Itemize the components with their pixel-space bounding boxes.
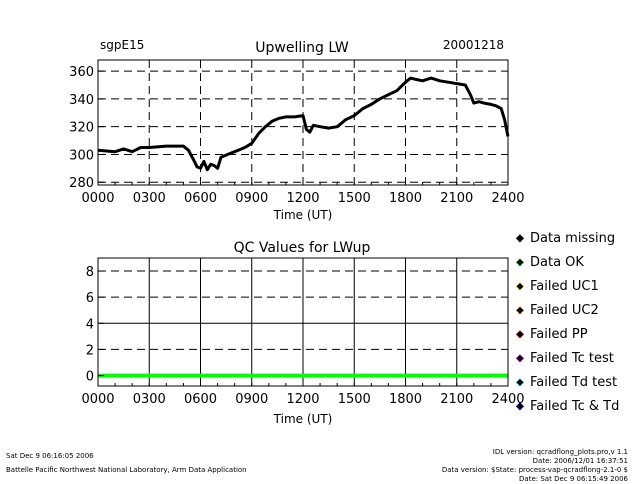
legend-label: Failed Td test — [530, 375, 617, 390]
plot1-series — [97, 76, 510, 172]
footer-data-date: Date: Sat Dec 9 06:15:49 2006 — [519, 475, 628, 483]
plot1-y-ticks: 280 300 320 340 360 — [69, 65, 104, 191]
legend-marker: ◆ — [516, 305, 524, 316]
legend-label: Failed UC2 — [530, 303, 599, 318]
x-tick-label: 0900 — [235, 191, 268, 206]
legend-marker: ◆ — [516, 377, 524, 388]
plot1-x-axis-label: Time (UT) — [273, 208, 333, 222]
y-tick-label: 2 — [86, 343, 94, 358]
x-tick-label: 0000 — [81, 191, 114, 206]
plot1-x-ticks: 0000 0300 0600 0900 1200 1500 1800 2100 2400 — [81, 182, 525, 206]
x-tick-label: 0300 — [133, 191, 166, 206]
qc-legend: ◆ Data missing ◆ Data OK ◆ Failed UC1 ◆ Failed … — [516, 231, 619, 414]
y-tick-label: 300 — [69, 148, 94, 163]
legend-label: Data missing — [530, 231, 615, 246]
x-tick-label: 0000 — [81, 392, 114, 407]
plot2-x-axis-label: Time (UT) — [273, 412, 333, 426]
footer-idl-version: IDL version: qcradflong_plots.pro,v 1.1 — [492, 448, 628, 456]
footer-left: Sat Dec 9 06:16:05 2006 Battelle Pacific… — [6, 452, 247, 475]
x-tick-label: 0900 — [235, 392, 268, 407]
y-tick-label: 320 — [69, 121, 94, 136]
legend-marker: ◆ — [516, 353, 524, 364]
plot2-x-ticks: 0000 0300 0600 0900 1200 1500 1800 2100 2400 — [81, 383, 525, 407]
y-tick-label: 340 — [69, 93, 94, 108]
qc-values-plot: 0000 0300 0600 0900 1200 1500 1800 2100 2400 0 2 4… — [81, 257, 525, 426]
upwelling-lw-plot: 0000 0300 0600 0900 1200 1500 1800 2100 2400 280… — [69, 59, 525, 222]
x-tick-label: 1800 — [389, 191, 422, 206]
legend-label: Data OK — [530, 255, 584, 270]
y-tick-label: 6 — [86, 291, 94, 306]
y-tick-label: 360 — [69, 65, 94, 80]
data-series-line — [97, 76, 510, 172]
legend-marker: ◆ — [516, 401, 524, 412]
footer-data-version: Data version: $State: process-vap-qcradf… — [441, 466, 628, 474]
x-tick-label: 1200 — [286, 392, 319, 407]
x-tick-label: 2400 — [491, 392, 524, 407]
legend-marker: ◆ — [516, 257, 524, 268]
plot1-grid — [98, 60, 508, 185]
y-tick-label: 8 — [86, 265, 94, 280]
x-tick-label: 0300 — [133, 392, 166, 407]
plot2-title: QC Values for LWup — [234, 240, 371, 256]
plot2-y-ticks: 0 2 4 6 8 — [86, 265, 104, 385]
legend-marker: ◆ — [516, 329, 524, 340]
x-tick-label: 1200 — [286, 191, 319, 206]
y-tick-label: 0 — [86, 370, 94, 385]
legend-marker: ◆ — [516, 281, 524, 292]
y-tick-label: 4 — [86, 317, 94, 332]
legend-label: Failed UC1 — [530, 279, 599, 294]
footer-timestamp: Sat Dec 9 06:16:05 2006 — [6, 452, 94, 460]
legend-label: Failed Tc test — [530, 351, 614, 366]
footer-lab: Battelle Pacific Northwest National Labo… — [6, 466, 247, 474]
y-tick-label: 280 — [69, 176, 94, 191]
legend-label: Failed Tc & Td — [530, 399, 619, 414]
x-tick-label: 0600 — [184, 392, 217, 407]
x-tick-label: 1500 — [338, 191, 371, 206]
plot1-title: Upwelling LW — [255, 40, 349, 56]
x-tick-label: 2100 — [440, 392, 473, 407]
legend-marker: ◆ — [516, 233, 524, 244]
legend-label: Failed PP — [530, 327, 588, 342]
footer-idl-date: Date: 2006/12/01 16:37:51 — [532, 457, 628, 465]
x-tick-label: 1800 — [389, 392, 422, 407]
x-tick-label: 2100 — [440, 191, 473, 206]
x-tick-label: 1500 — [338, 392, 371, 407]
x-tick-label: 0600 — [184, 191, 217, 206]
footer-right: IDL version: qcradflong_plots.pro,v 1.1 … — [442, 448, 628, 484]
plot2-grid — [98, 258, 508, 386]
site-label: sgpE15 — [100, 38, 144, 52]
x-tick-label: 2400 — [491, 191, 524, 206]
date-label: 20001218 — [443, 38, 504, 52]
